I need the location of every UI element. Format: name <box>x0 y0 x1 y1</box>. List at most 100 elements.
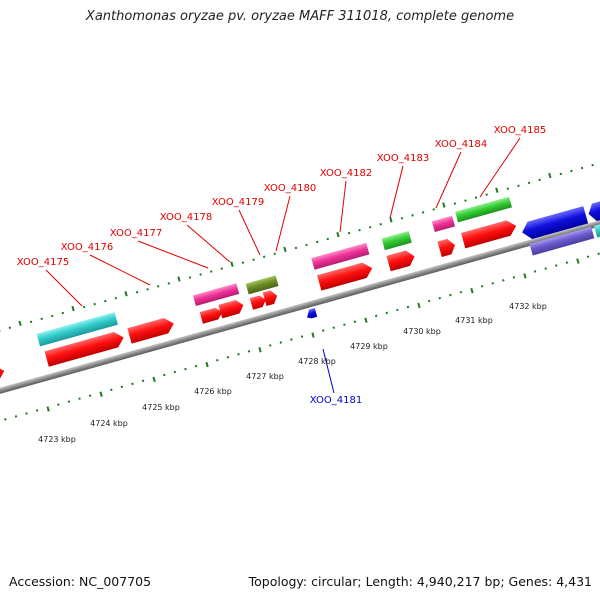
connector-xoo-4177 <box>137 240 209 269</box>
tick-mark-top <box>495 187 499 193</box>
tick-mark-top <box>506 187 510 190</box>
label-xoo-4179[interactable]: XOO_4179 <box>212 197 264 208</box>
tick-mark-top <box>517 184 520 188</box>
cds-arrow-1[interactable] <box>0 363 6 389</box>
tick-mark-bottom <box>4 418 7 421</box>
tick-mark-top <box>241 261 245 264</box>
tick-mark-top <box>294 246 298 250</box>
tick-mark-bottom <box>163 373 166 377</box>
tick-mark-bottom <box>374 314 378 318</box>
connector-xoo-4181 <box>322 348 335 394</box>
tick-mark-top <box>559 172 563 176</box>
tick-mark-bottom <box>597 252 600 255</box>
gene-cyan-1[interactable] <box>36 312 119 347</box>
gene-blue-reverse-2[interactable] <box>586 195 600 222</box>
tick-mark-top <box>442 202 446 208</box>
tick-mark-top <box>368 225 372 229</box>
cds-arrow-8[interactable] <box>317 260 374 291</box>
tick-mark-top <box>527 181 531 185</box>
tick-mark-bottom <box>99 391 103 397</box>
cds-arrow-11[interactable] <box>461 218 518 249</box>
gene-slate-1[interactable] <box>529 226 595 256</box>
gene-green-2[interactable] <box>455 196 513 223</box>
label-xoo-4177[interactable]: XOO_4177 <box>110 228 162 239</box>
gene-olive-1[interactable] <box>245 275 279 295</box>
tick-mark-bottom <box>110 388 113 392</box>
inner-forward-lane <box>0 218 518 389</box>
label-xoo-4183[interactable]: XOO_4183 <box>377 153 429 164</box>
label-xoo-4175[interactable]: XOO_4175 <box>17 257 69 268</box>
tick-mark-bottom <box>586 255 590 258</box>
cds-arrow-2[interactable] <box>44 330 126 367</box>
outer-forward-lane <box>36 196 513 347</box>
tick-mark-bottom <box>417 302 421 309</box>
tick-mark-top <box>135 291 139 294</box>
tick-mark-top <box>326 237 329 241</box>
gene-green-1[interactable] <box>381 231 412 251</box>
label-xoo-4180[interactable]: XOO_4180 <box>264 183 316 194</box>
cds-arrow-4[interactable] <box>199 306 224 324</box>
tick-mark-top <box>230 261 234 267</box>
tick-mark-top <box>358 228 361 232</box>
kbp-label-4728: 4728 kbp <box>298 357 336 366</box>
gene-blue-reverse-1[interactable] <box>520 206 589 241</box>
connector-xoo-4183 <box>389 165 404 219</box>
tick-mark-bottom <box>555 264 558 267</box>
cds-arrow-7[interactable] <box>262 289 279 306</box>
cds-arrow-6[interactable] <box>249 294 268 310</box>
kbp-label-4724: 4724 kbp <box>90 419 128 428</box>
tick-mark-top <box>104 299 107 303</box>
tick-mark-bottom <box>120 385 124 389</box>
cds-arrow-3[interactable] <box>127 316 176 344</box>
tick-mark-top <box>273 252 277 256</box>
tick-mark-bottom <box>459 290 463 294</box>
cds-arrow-9[interactable] <box>386 249 416 272</box>
tick-mark-bottom <box>332 326 336 329</box>
kbp-scale-labels: 4723 kbp 4724 kbp 4725 kbp 4726 kbp 4727… <box>38 302 547 444</box>
label-xoo-4185[interactable]: XOO_4185 <box>494 125 546 136</box>
tick-mark-bottom <box>576 258 580 264</box>
tick-mark-top <box>8 326 12 330</box>
connector-xoo-4176 <box>89 254 151 286</box>
gene-xoo-4181-arrow[interactable] <box>305 308 318 319</box>
tick-mark-top <box>421 211 425 214</box>
label-xoo-4176[interactable]: XOO_4176 <box>61 242 113 253</box>
tick-mark-bottom <box>427 299 431 303</box>
tick-mark-top <box>146 288 149 291</box>
label-xoo-4178[interactable]: XOO_4178 <box>160 212 212 223</box>
tick-mark-bottom <box>194 364 198 368</box>
connector-xoo-4179 <box>238 209 261 256</box>
tick-mark-top <box>400 217 404 220</box>
gene-magenta-3[interactable] <box>431 215 456 232</box>
tick-mark-bottom <box>321 329 325 332</box>
kbp-label-4725: 4725 kbp <box>142 403 180 412</box>
tick-mark-bottom <box>480 285 484 288</box>
tick-mark-bottom <box>533 270 537 273</box>
cds-arrow-5[interactable] <box>218 298 245 319</box>
tick-mark-top <box>580 166 584 170</box>
label-xoo-4184[interactable]: XOO_4184 <box>435 139 487 150</box>
accession-text: Accession: NC_007705 <box>9 574 152 589</box>
tick-mark-top <box>485 193 488 196</box>
tick-mark-bottom <box>311 332 315 338</box>
tick-mark-top <box>474 196 478 199</box>
tick-mark-bottom <box>57 403 60 406</box>
tick-mark-bottom <box>67 400 71 403</box>
gene-magenta-2[interactable] <box>311 242 370 270</box>
tick-mark-bottom <box>131 382 134 386</box>
tick-mark-bottom <box>523 273 527 279</box>
tick-mark-top <box>71 305 75 312</box>
topology-text: Topology: circular; Length: 4,940,217 bp… <box>248 574 592 589</box>
tick-mark-bottom <box>406 305 410 309</box>
label-xoo-4181[interactable]: XOO_4181 <box>310 395 362 406</box>
label-xoo-4182[interactable]: XOO_4182 <box>320 168 372 179</box>
connector-xoo-4180 <box>275 195 291 252</box>
tick-mark-bottom <box>247 350 251 353</box>
tick-mark-top <box>591 163 594 167</box>
tick-mark-top <box>199 273 202 276</box>
tick-mark-bottom <box>216 358 219 362</box>
cds-arrow-10[interactable] <box>437 237 457 258</box>
gene-magenta-1[interactable] <box>192 283 240 306</box>
tick-row-bottom <box>4 252 600 421</box>
